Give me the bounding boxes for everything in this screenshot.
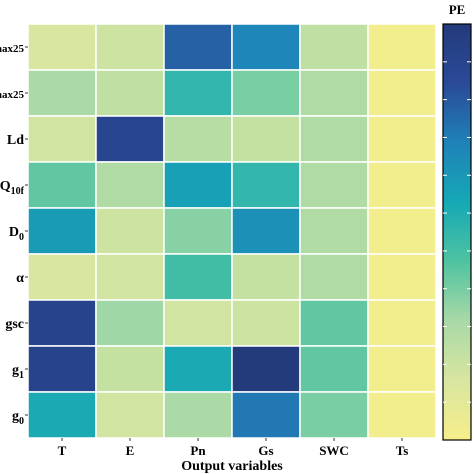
heatmap-cell xyxy=(367,207,437,255)
heatmap-cell xyxy=(27,161,97,209)
x-axis-ticks: T E Pn Gs SWC Ts xyxy=(58,438,409,458)
heatmap-cell xyxy=(163,299,233,347)
heatmap-cell xyxy=(367,115,437,163)
heatmap-cell xyxy=(231,207,301,255)
heatmap-cell xyxy=(163,115,233,163)
heatmap-cell xyxy=(231,253,301,301)
y-tick-label: Q10f xyxy=(0,179,25,197)
x-tick-label: Gs xyxy=(258,443,273,458)
heatmap-cell xyxy=(299,115,369,163)
heatmap-cell xyxy=(299,69,369,117)
x-tick-label: Ts xyxy=(396,443,409,458)
y-tick-label: g0 xyxy=(12,409,24,427)
heatmap-cell xyxy=(299,345,369,393)
heatmap-cell xyxy=(231,23,301,71)
heatmap-cell xyxy=(231,299,301,347)
heatmap-cells xyxy=(27,23,437,439)
heatmap-cell xyxy=(27,69,97,117)
y-tick-label: gsc xyxy=(5,317,24,332)
heatmap-cell xyxy=(367,161,437,209)
heatmap-cell xyxy=(95,253,165,301)
x-tick-label: Pn xyxy=(190,443,206,458)
heatmap-cell xyxy=(367,253,437,301)
y-tick-label: g1 xyxy=(12,363,24,381)
heatmap-cell xyxy=(299,299,369,347)
heatmap-cell xyxy=(231,345,301,393)
heatmap-cell xyxy=(95,345,165,393)
heatmap-cell xyxy=(163,391,233,439)
heatmap-cell xyxy=(367,345,437,393)
y-axis-ticks: Vcmax25 Jmax25 Ld Q10f D0 α gsc g1 g0 xyxy=(0,43,28,427)
y-tick-label: Vcmax25 xyxy=(0,43,24,55)
y-tick-label: Jmax25 xyxy=(0,89,24,101)
heatmap-cell xyxy=(231,115,301,163)
x-tick-label: SWC xyxy=(319,443,349,458)
heatmap-cell xyxy=(299,161,369,209)
heatmap-cell xyxy=(95,69,165,117)
y-tick-label: α xyxy=(16,271,24,286)
heatmap-cell xyxy=(27,391,97,439)
legend-title: PE xyxy=(449,2,466,17)
heatmap-cell xyxy=(299,207,369,255)
heatmap-cell xyxy=(27,207,97,255)
heatmap-cell xyxy=(231,161,301,209)
heatmap-cell xyxy=(367,23,437,71)
heatmap-cell xyxy=(95,391,165,439)
legend-ticks xyxy=(443,61,471,403)
heatmap-cell xyxy=(27,299,97,347)
heatmap-cell xyxy=(27,115,97,163)
heatmap-cell xyxy=(231,69,301,117)
y-tick-label: Ld xyxy=(7,133,24,148)
heatmap-cell xyxy=(231,391,301,439)
heatmap-cell xyxy=(27,23,97,71)
heatmap-cell xyxy=(163,207,233,255)
heatmap-cell xyxy=(163,345,233,393)
x-axis-label: Output variables xyxy=(181,459,283,474)
heatmap-cell xyxy=(163,69,233,117)
legend-colorbar xyxy=(442,23,472,441)
heatmap-cell xyxy=(367,391,437,439)
heatmap-cell xyxy=(95,115,165,163)
heatmap-cell xyxy=(367,69,437,117)
heatmap-cell xyxy=(299,23,369,71)
heatmap-cell xyxy=(95,23,165,71)
x-tick-label: E xyxy=(126,443,135,458)
x-tick-label: T xyxy=(58,443,67,458)
heatmap-cell xyxy=(299,391,369,439)
heatmap-cell xyxy=(299,253,369,301)
heatmap-cell xyxy=(27,253,97,301)
color-legend: PE xyxy=(442,2,472,441)
heatmap-cell xyxy=(95,299,165,347)
heatmap-cell xyxy=(367,299,437,347)
heatmap-cell xyxy=(95,207,165,255)
y-tick-label: D0 xyxy=(9,225,24,243)
heatmap-cell xyxy=(27,345,97,393)
heatmap-cell xyxy=(163,161,233,209)
heatmap-cell xyxy=(163,23,233,71)
heatmap-cell xyxy=(95,161,165,209)
heatmap-cell xyxy=(163,253,233,301)
